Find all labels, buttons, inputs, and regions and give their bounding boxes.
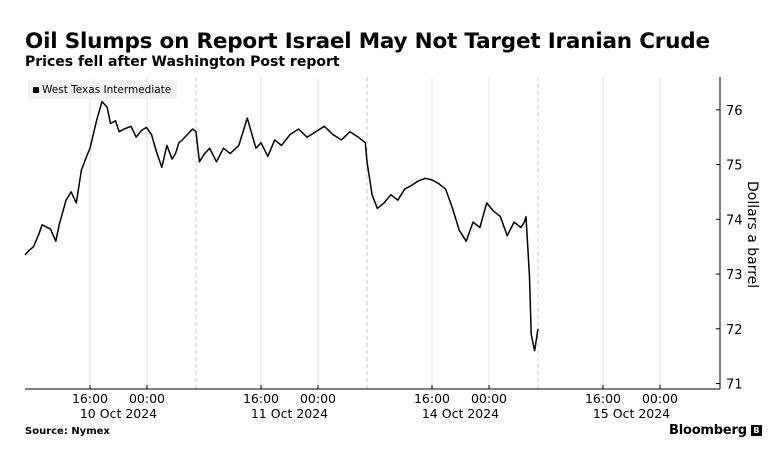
x-day-label: 15 Oct 2024 [593,406,670,421]
y-tick-label: 71 [726,378,743,393]
x-day-label: 14 Oct 2024 [422,406,499,421]
source-note: Source: Nymex [25,426,110,437]
axes [25,77,721,390]
brand-logo: Bloomberg B [669,423,762,438]
legend-swatch [33,86,39,93]
legend-label: West Texas Intermediate [42,83,172,96]
y-tick-label: 75 [726,159,743,174]
x-tick-label: 16:00 [243,391,279,406]
x-tick-label: 16:00 [585,391,621,406]
y-tick-label: 76 [726,104,743,119]
chart-title: Oil Slumps on Report Israel May Not Targ… [25,29,710,54]
bloomberg-terminal-icon: B [750,425,762,436]
y-tick-label: 73 [726,268,743,283]
y-tick-label: 74 [726,213,743,228]
y-tick-label: 72 [726,323,743,338]
chart-subtitle: Prices fell after Washington Post report [25,54,340,70]
x-tick-label: 00:00 [471,391,507,406]
legend: West Texas Intermediate [28,80,178,99]
series-layer [24,100,539,352]
x-tick-label: 00:00 [642,391,678,406]
x-day-label: 10 Oct 2024 [80,406,157,421]
x-day-label: 11 Oct 2024 [251,406,328,421]
x-tick-label: 00:00 [300,391,336,406]
series-line-wti [24,100,539,352]
x-tick-label: 16:00 [72,391,108,406]
grid [89,77,661,389]
x-tick-label: 00:00 [129,391,165,406]
y-axis-label: Dollars a barrel [744,181,760,288]
x-tick-label: 16:00 [414,391,450,406]
brand-name: Bloomberg [669,423,747,438]
